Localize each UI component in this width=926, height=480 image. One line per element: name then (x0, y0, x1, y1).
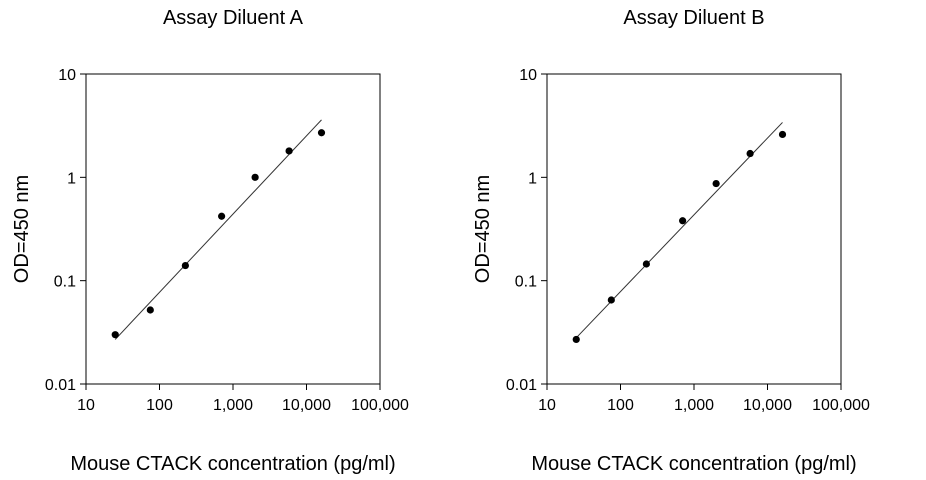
plot-frame (85, 73, 381, 385)
y-axis-label: OD=450 nm (11, 175, 33, 283)
data-point (111, 331, 119, 339)
plot-frame (546, 73, 842, 385)
chart-title: Assay Diluent B (623, 7, 764, 29)
data-point (146, 306, 154, 314)
y-tick-label: 0.1 (54, 274, 76, 291)
data-point (251, 173, 259, 181)
y-axis-label: OD=450 nm (472, 175, 494, 283)
y-tick-label: 0.1 (515, 274, 537, 291)
x-tick-label: 10 (538, 397, 556, 414)
data-point (317, 129, 326, 137)
data-point (181, 261, 189, 270)
data-point (679, 217, 687, 225)
y-tick-label: 10 (519, 67, 537, 84)
data-point (285, 147, 293, 155)
x-tick-label: 1,000 (674, 397, 714, 414)
x-tick-label: 10,000 (282, 397, 331, 414)
y-tick-label: 0.01 (506, 377, 537, 394)
data-point (218, 212, 226, 220)
x-tick-label: 100,000 (812, 397, 870, 414)
data-point (642, 260, 650, 268)
x-tick-label: 100,000 (351, 397, 409, 414)
x-tick-label: 100 (607, 397, 634, 414)
y-tick-label: 10 (58, 67, 76, 84)
data-point (607, 296, 615, 304)
chart-panel-1: Assay Diluent B 10 100 1,000 10,000 100,000 0.… (472, 7, 870, 475)
data-point (572, 335, 580, 344)
x-axis-label: Mouse CTACK concentration (pg/ml) (531, 453, 856, 475)
data-point (746, 149, 754, 158)
y-tick-label: 1 (528, 170, 537, 187)
y-tick-label: 1 (67, 170, 76, 187)
x-tick-label: 10,000 (743, 397, 792, 414)
chart-title: Assay Diluent A (163, 7, 304, 29)
x-tick-label: 100 (146, 397, 173, 414)
x-tick-label: 10 (77, 397, 95, 414)
x-axis-label: Mouse CTACK concentration (pg/ml) (70, 453, 395, 475)
x-tick-label: 1,000 (213, 397, 253, 414)
chart-panel-0: Assay Diluent A 10 100 1,000 10,000 100,000 0.… (11, 7, 409, 475)
y-tick-label: 0.01 (45, 377, 76, 394)
data-point (712, 179, 720, 188)
fit-line (114, 119, 322, 340)
data-point (778, 130, 787, 139)
